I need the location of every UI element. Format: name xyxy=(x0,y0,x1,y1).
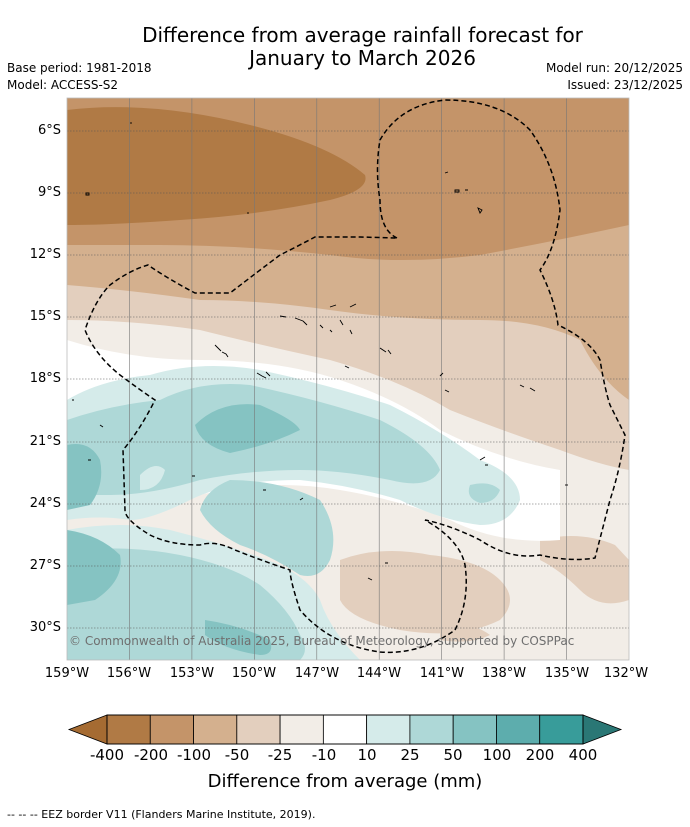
colorbar-cell xyxy=(236,714,281,745)
colorbar-label: -50 xyxy=(224,746,250,764)
lat-tick-label: 30°S xyxy=(29,620,61,635)
colorbar-cell xyxy=(539,714,584,745)
lon-tick-label: 141°W xyxy=(419,666,465,681)
fill-tan-southeast xyxy=(540,536,629,604)
colorbar-cell xyxy=(106,714,151,745)
colorbar-cell xyxy=(409,714,454,745)
colorbar-label: 25 xyxy=(400,746,420,764)
lon-tick-label: 132°W xyxy=(603,666,649,681)
map-fill xyxy=(67,98,629,660)
base-period-text: Base period: 1981-2018 xyxy=(7,61,152,75)
meta-left: Base period: 1981-2018 Model: ACCESS-S2 xyxy=(7,60,152,94)
issued-text: Issued: 23/12/2025 xyxy=(567,78,683,92)
lon-tick-label: 135°W xyxy=(544,666,590,681)
colorbar-cell xyxy=(149,714,194,745)
fill-wet-25-east xyxy=(468,483,500,503)
colorbar-label: 10 xyxy=(357,746,377,764)
colorbar-cell xyxy=(366,714,411,745)
islands xyxy=(72,122,568,581)
lat-tick-label: 6°S xyxy=(37,123,61,138)
meta-right: Model run: 20/12/2025 Issued: 23/12/2025 xyxy=(546,60,683,94)
lon-tick-label: 138°W xyxy=(481,666,527,681)
colorbar-label: -10 xyxy=(311,746,337,764)
colorbar-label: 50 xyxy=(443,746,463,764)
colorbar-cell xyxy=(322,714,368,745)
lon-tick-label: 150°W xyxy=(231,666,277,681)
footnote-eez: -- -- -- EEZ border V11 (Flanders Marine… xyxy=(7,808,316,821)
fill-wet-hole xyxy=(140,466,165,490)
colorbar-frame xyxy=(106,714,584,745)
lat-tick-label: 15°S xyxy=(29,309,61,324)
title-line-2: January to March 2026 xyxy=(249,46,476,70)
lat-tick-label: 18°S xyxy=(29,371,61,386)
title-line-1: Difference from average rainfall forecas… xyxy=(142,23,583,47)
colorbar-label: -400 xyxy=(89,746,125,764)
colorbar-title: Difference from average (mm) xyxy=(207,771,483,792)
fill-wet-50-south xyxy=(205,620,272,655)
model-run-text: Model run: 20/12/2025 xyxy=(545,61,683,75)
lat-tick-label: 9°S xyxy=(37,185,61,200)
colorbar-label: 200 xyxy=(525,746,555,764)
lon-tick-label: 147°W xyxy=(294,666,340,681)
map-frame xyxy=(66,97,630,661)
fill-band-200 xyxy=(67,107,366,225)
colorbar-label: -25 xyxy=(267,746,293,764)
colorbar-cells xyxy=(106,714,584,745)
fill-wet-50-southwest xyxy=(67,530,121,605)
lat-tick-label: 27°S xyxy=(29,558,61,573)
colorbar-extend-high xyxy=(582,714,623,745)
colorbar-cell xyxy=(193,714,238,745)
colorbar-label: -200 xyxy=(133,746,169,764)
lat-gridlines xyxy=(67,130,629,629)
colorbar xyxy=(67,714,623,745)
colorbar-cell xyxy=(496,714,541,745)
copyright-text: © Commonwealth of Australia 2025, Bureau… xyxy=(69,634,575,648)
lon-tick-label: 153°W xyxy=(169,666,215,681)
lat-tick-label: 21°S xyxy=(29,434,61,449)
colorbar-label: 100 xyxy=(482,746,512,764)
colorbar-cell xyxy=(452,714,497,745)
colorbar-extend-low xyxy=(67,714,108,745)
eez-border xyxy=(84,99,626,654)
lat-tick-label: 12°S xyxy=(29,247,61,262)
fill-tan-south xyxy=(340,551,510,634)
lon-tick-label: 159°W xyxy=(44,666,90,681)
colorbar-label: 400 xyxy=(568,746,598,764)
colorbar-cell xyxy=(279,714,324,745)
fill-wet-50-west xyxy=(67,444,102,510)
lon-tick-label: 156°W xyxy=(106,666,152,681)
map-title: Difference from average rainfall forecas… xyxy=(0,24,690,70)
lon-tick-label: 144°W xyxy=(356,666,402,681)
lat-tick-label: 24°S xyxy=(29,496,61,511)
colorbar-label: -100 xyxy=(176,746,212,764)
fill-wet-50 xyxy=(195,404,300,453)
model-text: Model: ACCESS-S2 xyxy=(7,78,119,92)
